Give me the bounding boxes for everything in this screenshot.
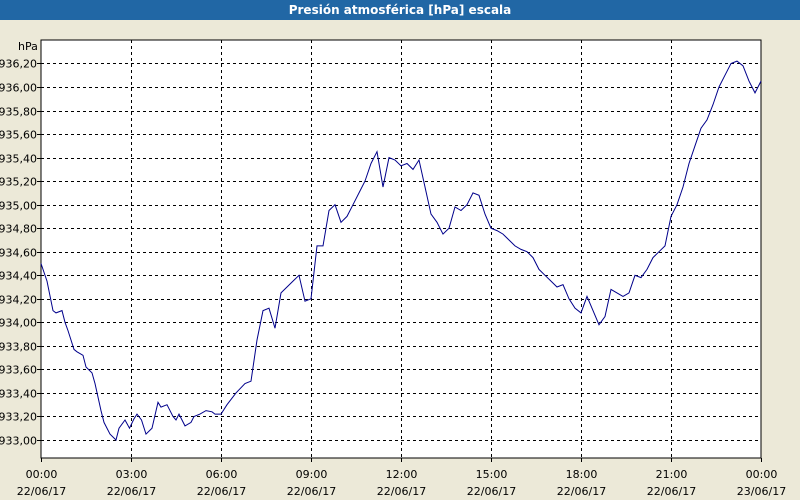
x-tick-time-label: 15:00: [476, 468, 508, 481]
x-tick-date-label: 22/06/17: [287, 485, 336, 498]
x-tick-date-label: 22/06/17: [197, 485, 246, 498]
y-tick-label: 935,20: [0, 176, 37, 189]
x-tick-time-label: 03:00: [116, 468, 148, 481]
y-tick-label: 934,60: [0, 247, 37, 260]
x-tick-time-label: 00:00: [746, 468, 778, 481]
y-tick-label: 933,00: [0, 435, 37, 448]
x-tick-date-label: 23/06/17: [737, 485, 786, 498]
x-tick-date-label: 22/06/17: [107, 485, 156, 498]
y-tick-label: 934,20: [0, 294, 37, 307]
y-tick-label: 933,40: [0, 388, 37, 401]
x-tick-time-label: 18:00: [566, 468, 598, 481]
y-tick-label: 935,40: [0, 153, 37, 166]
x-tick-time-label: 00:00: [26, 468, 58, 481]
y-tick-label: 935,00: [0, 200, 37, 213]
y-tick-label: 934,00: [0, 317, 37, 330]
x-tick-date-label: 22/06/17: [377, 485, 426, 498]
y-tick-label: 933,80: [0, 341, 37, 354]
y-tick-label: 933,20: [0, 411, 37, 424]
x-tick-time-label: 21:00: [656, 468, 688, 481]
axis-ticks: 933,00 933,20 933,40 933,60 933,80 934,00 934,…: [0, 58, 786, 499]
x-tick-time-label: 09:00: [296, 468, 328, 481]
x-tick-time-label: 06:00: [206, 468, 238, 481]
x-tick-date-label: 22/06/17: [17, 485, 66, 498]
y-axis-unit-label: hPa: [18, 40, 38, 53]
y-tick-label: 934,40: [0, 270, 37, 283]
window-title: Presión atmosférica [hPa] escala: [0, 0, 800, 20]
y-tick-label: 936,00: [0, 82, 37, 95]
x-tick-time-label: 12:00: [386, 468, 418, 481]
y-tick-label: 935,80: [0, 106, 37, 119]
y-tick-label: 934,80: [0, 223, 37, 236]
grid-lines: [41, 40, 761, 458]
y-tick-label: 935,60: [0, 129, 37, 142]
x-tick-date-label: 22/06/17: [557, 485, 606, 498]
y-tick-label: 933,60: [0, 364, 37, 377]
y-tick-label: 936,20: [0, 58, 37, 71]
x-tick-date-label: 22/06/17: [647, 485, 696, 498]
pressure-series-line: [40, 60, 762, 441]
x-tick-date-label: 22/06/17: [467, 485, 516, 498]
